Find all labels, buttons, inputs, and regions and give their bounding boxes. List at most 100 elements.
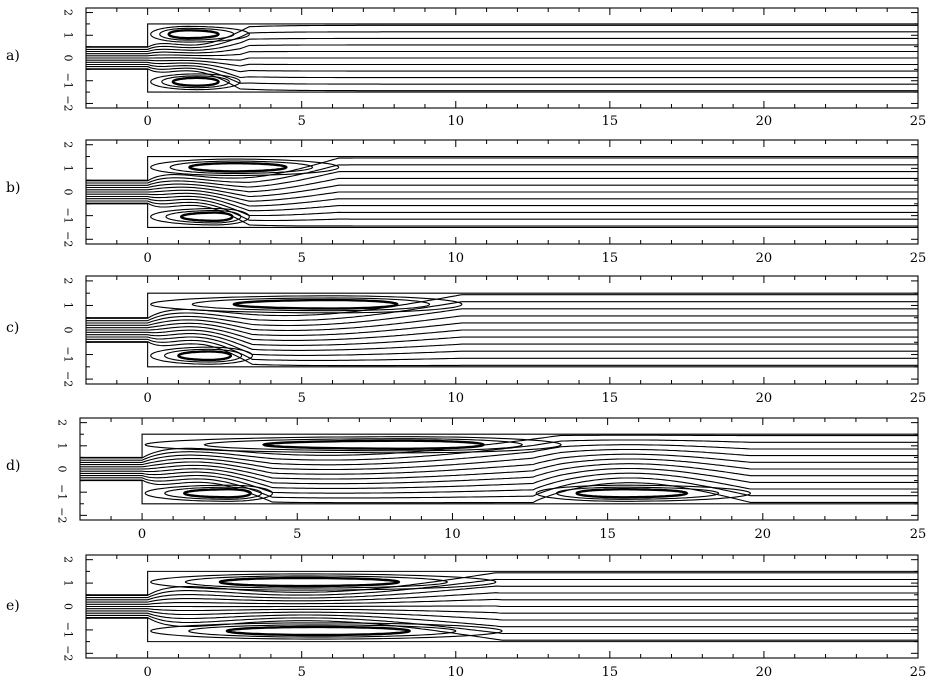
recirculation-eddy bbox=[167, 29, 220, 40]
x-tick-label: 10 bbox=[448, 665, 465, 680]
x-tick-label: 5 bbox=[298, 251, 306, 266]
streamline bbox=[80, 453, 918, 475]
recirculation-eddy bbox=[164, 486, 263, 500]
recirculation-eddy bbox=[177, 350, 232, 362]
panel-label: c) bbox=[6, 320, 19, 336]
streamline bbox=[86, 184, 918, 198]
x-tick-label: 20 bbox=[756, 114, 773, 129]
streamline bbox=[86, 195, 918, 212]
y-tick-label: −2 bbox=[56, 507, 69, 523]
streamline bbox=[86, 61, 918, 73]
streamline bbox=[86, 164, 918, 184]
streamline bbox=[86, 189, 918, 202]
recirculation-eddy bbox=[218, 576, 401, 588]
streamline bbox=[86, 66, 918, 85]
recirculation-eddy bbox=[169, 160, 314, 174]
recirculation-eddy bbox=[150, 158, 340, 177]
y-tick-label: −1 bbox=[62, 208, 75, 224]
x-tick-label: 0 bbox=[143, 665, 151, 680]
streamline bbox=[80, 463, 918, 485]
recirculation-eddy bbox=[150, 346, 253, 365]
streamline bbox=[86, 177, 918, 193]
panel-label: d) bbox=[6, 458, 20, 474]
streamline bbox=[80, 477, 918, 499]
y-tick-label: 0 bbox=[62, 189, 75, 196]
recirculation-eddy bbox=[188, 624, 457, 638]
streamline bbox=[86, 68, 918, 92]
recirculation-eddy bbox=[184, 575, 448, 589]
recirculation-eddy bbox=[225, 625, 412, 637]
streamline bbox=[86, 592, 918, 603]
y-tick-label: 1 bbox=[56, 442, 69, 449]
x-tick-label: 15 bbox=[602, 114, 619, 129]
x-tick-label: 5 bbox=[293, 527, 301, 542]
streamline bbox=[86, 608, 918, 614]
x-tick-label: 0 bbox=[143, 251, 151, 266]
streamline bbox=[80, 472, 918, 494]
panel-label: e) bbox=[6, 598, 20, 614]
y-tick-label: 2 bbox=[56, 419, 69, 426]
streamline bbox=[86, 31, 918, 50]
streamline bbox=[86, 322, 918, 336]
streamline bbox=[86, 59, 918, 67]
x-tick-label: 0 bbox=[138, 527, 146, 542]
y-tick-label: 1 bbox=[62, 302, 75, 309]
panel-label: a) bbox=[6, 48, 20, 64]
y-tick-label: −2 bbox=[62, 231, 75, 247]
streamline bbox=[86, 315, 918, 332]
panel-label: b) bbox=[6, 180, 20, 196]
recirculation-eddy bbox=[159, 27, 235, 41]
x-tick-label: 5 bbox=[298, 391, 306, 406]
x-tick-label: 20 bbox=[756, 665, 773, 680]
recirculation-eddy bbox=[161, 75, 230, 89]
recirculation-eddy bbox=[150, 25, 250, 43]
streamline bbox=[80, 479, 918, 504]
x-tick-label: 25 bbox=[910, 527, 927, 542]
recirculation-eddy bbox=[150, 573, 497, 591]
x-tick-label: 0 bbox=[143, 114, 151, 129]
x-tick-label: 10 bbox=[448, 251, 465, 266]
streamline bbox=[86, 326, 918, 341]
y-tick-label: −1 bbox=[62, 73, 75, 89]
x-tick-label: 10 bbox=[448, 391, 465, 406]
y-tick-label: 2 bbox=[62, 277, 75, 284]
streamline bbox=[86, 44, 918, 55]
streamline bbox=[86, 308, 918, 327]
streamline bbox=[86, 605, 918, 608]
y-tick-label: −2 bbox=[62, 95, 75, 111]
streamline bbox=[86, 192, 918, 207]
y-tick-label: −1 bbox=[62, 622, 75, 638]
streamline bbox=[86, 171, 918, 188]
channel-wall bbox=[86, 292, 918, 368]
streamline bbox=[86, 50, 918, 57]
y-tick-label: −1 bbox=[56, 484, 69, 500]
x-tick-label: 25 bbox=[910, 665, 927, 680]
streamline bbox=[86, 598, 918, 605]
streamline bbox=[80, 444, 918, 466]
channel-wall bbox=[86, 23, 918, 93]
streamline bbox=[86, 57, 918, 61]
recirculation-eddy bbox=[150, 73, 241, 91]
streamline bbox=[80, 458, 918, 480]
streamline bbox=[86, 336, 918, 356]
y-tick-label: −2 bbox=[62, 645, 75, 661]
y-tick-label: 0 bbox=[62, 327, 75, 334]
channel-wall bbox=[80, 433, 918, 505]
recirculation-eddy bbox=[164, 348, 243, 363]
recirculation-eddy bbox=[171, 76, 220, 87]
recirculation-eddy bbox=[262, 439, 486, 450]
x-tick-label: 15 bbox=[602, 665, 619, 680]
y-tick-label: 0 bbox=[62, 603, 75, 610]
x-tick-label: 25 bbox=[910, 251, 927, 266]
streamline bbox=[86, 333, 918, 351]
y-tick-label: 2 bbox=[62, 556, 75, 563]
streamline bbox=[86, 338, 918, 361]
channel-wall bbox=[86, 155, 918, 229]
streamline bbox=[86, 578, 918, 599]
y-tick-label: 2 bbox=[62, 9, 75, 16]
x-tick-label: 25 bbox=[910, 114, 927, 129]
streamline bbox=[86, 198, 918, 217]
